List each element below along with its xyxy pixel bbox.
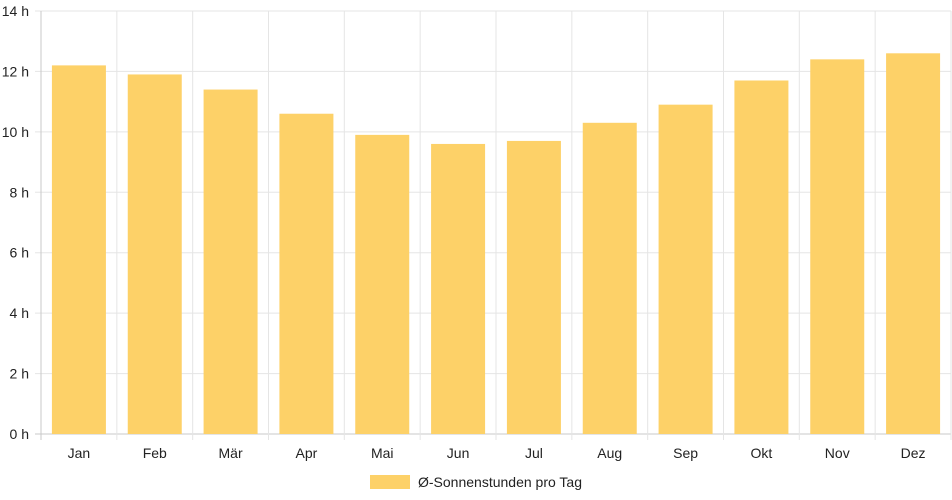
- bar-sep[interactable]: [658, 104, 713, 435]
- y-tick-label: 8 h: [10, 184, 29, 200]
- x-tick-label: Jul: [525, 445, 543, 461]
- y-tick-label: 6 h: [10, 245, 29, 261]
- x-axis-ticks: Jan Feb Mär Apr Mai Jun Jul Aug Sep Okt Nov Dez: [68, 445, 926, 461]
- grid-lines: [35, 10, 952, 440]
- bar-nov[interactable]: [810, 59, 865, 434]
- x-tick-label: Aug: [597, 445, 622, 461]
- y-axis-ticks: 0 h 2 h 4 h 6 h 8 h 10 h 12 h 14 h: [2, 3, 29, 442]
- legend[interactable]: Ø-Sonnenstunden pro Tag: [370, 474, 582, 490]
- bar-okt[interactable]: [734, 80, 789, 434]
- x-tick-label: Feb: [143, 445, 167, 461]
- bar-jan[interactable]: [51, 65, 106, 434]
- bar-dez[interactable]: [886, 53, 941, 435]
- x-tick-label: Apr: [296, 445, 318, 461]
- y-tick-label: 2 h: [10, 366, 29, 382]
- y-tick-label: 10 h: [2, 124, 29, 140]
- bars: [51, 53, 941, 435]
- bar-jul[interactable]: [506, 140, 561, 434]
- x-tick-label: Sep: [673, 445, 698, 461]
- x-tick-label: Mai: [371, 445, 394, 461]
- bar-apr[interactable]: [279, 113, 334, 434]
- x-tick-label: Okt: [751, 445, 773, 461]
- bar-feb[interactable]: [127, 74, 182, 434]
- y-tick-label: 14 h: [2, 3, 29, 19]
- legend-label[interactable]: Ø-Sonnenstunden pro Tag: [418, 474, 582, 490]
- bar-mai[interactable]: [355, 134, 410, 434]
- y-tick-label: 12 h: [2, 63, 29, 79]
- x-tick-label: Jan: [68, 445, 91, 461]
- legend-swatch[interactable]: [370, 475, 410, 489]
- bar-jun[interactable]: [431, 143, 486, 434]
- y-tick-label: 0 h: [10, 426, 29, 442]
- x-tick-label: Dez: [901, 445, 926, 461]
- y-tick-label: 4 h: [10, 305, 29, 321]
- bar-mär[interactable]: [203, 89, 258, 435]
- bar-aug[interactable]: [582, 122, 637, 435]
- x-tick-label: Mär: [219, 445, 243, 461]
- x-tick-label: Nov: [825, 445, 850, 461]
- x-tick-label: Jun: [447, 445, 470, 461]
